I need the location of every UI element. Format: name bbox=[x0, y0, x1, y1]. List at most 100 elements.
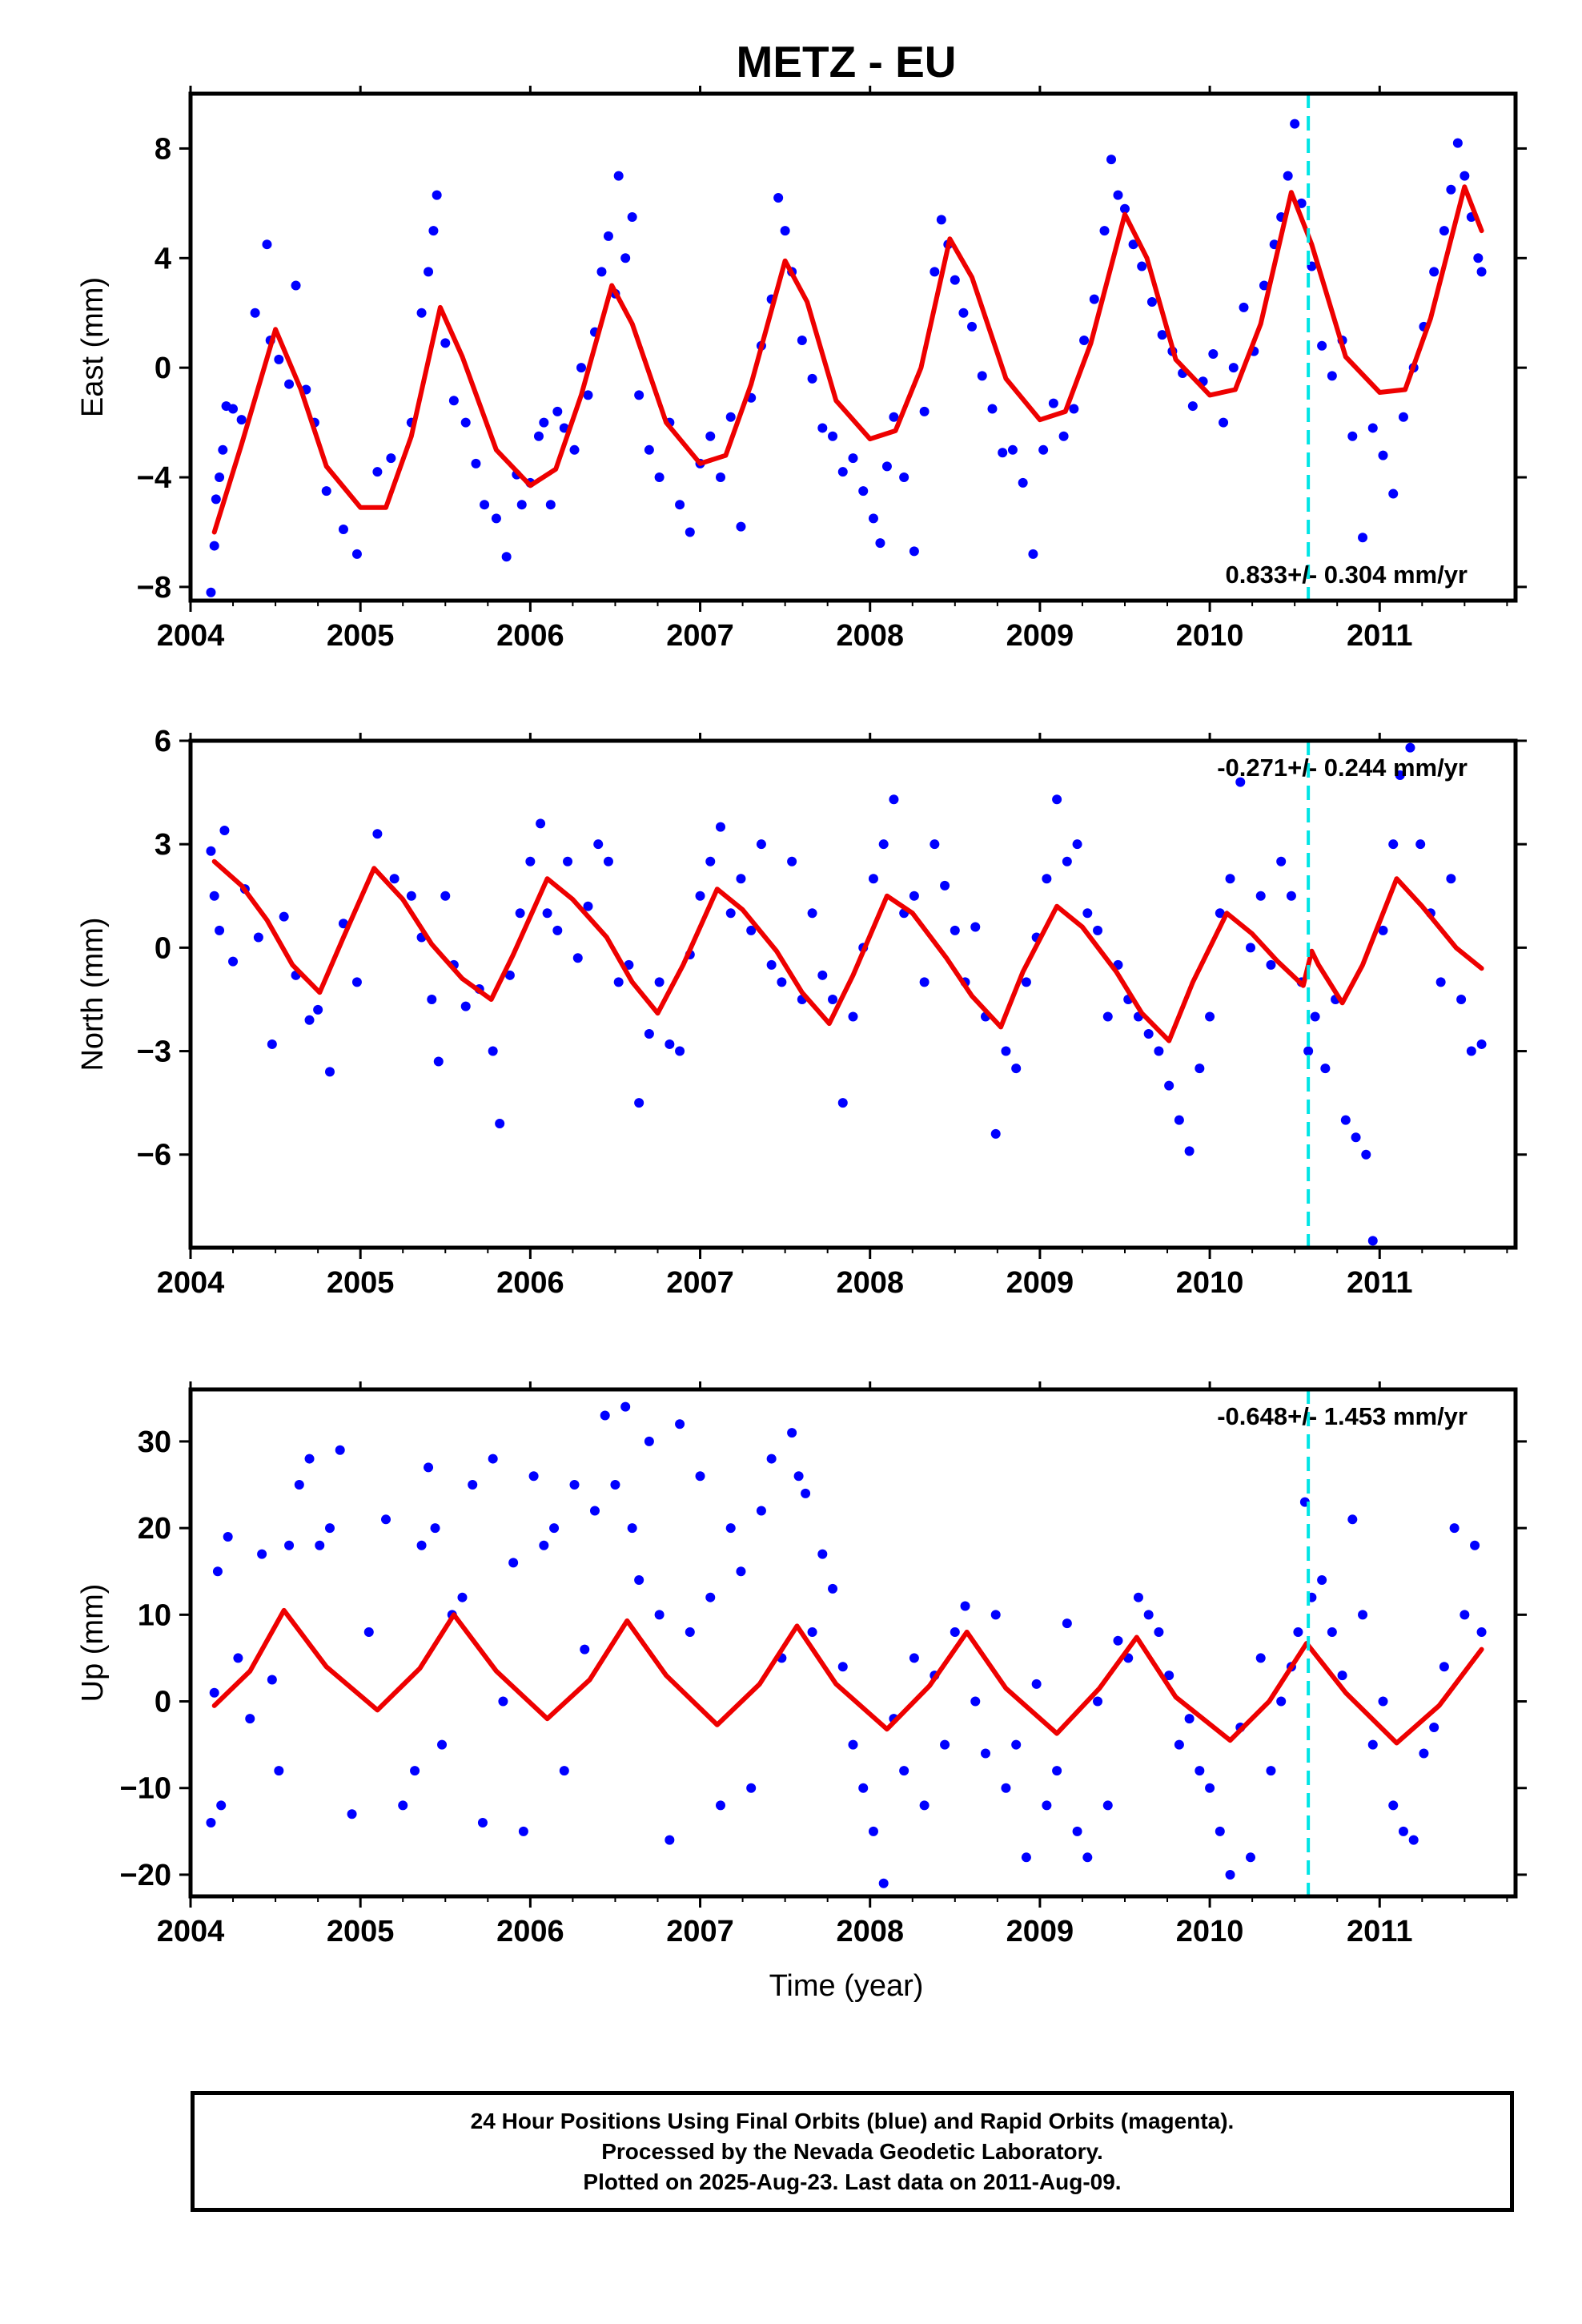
north-data-point bbox=[1225, 874, 1235, 884]
up-data-point bbox=[1347, 1514, 1358, 1525]
east-data-point bbox=[817, 423, 828, 433]
y-tick-label: 4 bbox=[155, 242, 171, 275]
up-data-point bbox=[457, 1592, 468, 1602]
east-data-point bbox=[919, 406, 930, 416]
x-axis-label: Time (year) bbox=[769, 1969, 924, 2003]
up-data-point bbox=[257, 1549, 267, 1559]
y-tick-label: 30 bbox=[138, 1425, 171, 1459]
up-data-point bbox=[600, 1410, 610, 1421]
east-data-point bbox=[1283, 171, 1293, 181]
north-data-point bbox=[1154, 1046, 1164, 1056]
x-tick-label: 2011 bbox=[1347, 619, 1412, 653]
north-data-point bbox=[940, 880, 950, 891]
up-y-axis-label: Up (mm) bbox=[76, 1584, 110, 1703]
x-tick-label: 2006 bbox=[496, 1915, 564, 1948]
north-data-point bbox=[563, 856, 573, 866]
up-data-point bbox=[793, 1471, 804, 1482]
north-data-point bbox=[787, 856, 797, 866]
north-data-point bbox=[228, 956, 239, 967]
north-data-point bbox=[1466, 1046, 1476, 1056]
up-data-point bbox=[1001, 1783, 1011, 1793]
up-data-point bbox=[1154, 1626, 1164, 1637]
y-tick-label: 6 bbox=[155, 725, 171, 758]
up-data-point bbox=[1093, 1696, 1103, 1707]
north-data-point bbox=[338, 919, 348, 929]
east-data-point bbox=[218, 444, 228, 455]
north-data-point bbox=[878, 839, 889, 850]
y-tick-label: 8 bbox=[155, 132, 171, 166]
east-data-point bbox=[797, 335, 807, 345]
up-data-point bbox=[1398, 1826, 1408, 1836]
east-data-point bbox=[807, 373, 817, 384]
north-data-point bbox=[1215, 908, 1225, 919]
east-data-point bbox=[1146, 297, 1157, 308]
up-data-point bbox=[315, 1540, 325, 1550]
up-data-point bbox=[940, 1739, 950, 1750]
x-tick-label: 2005 bbox=[327, 1266, 395, 1300]
north-data-point bbox=[372, 829, 383, 839]
up-data-point bbox=[1246, 1852, 1255, 1863]
north-data-point bbox=[1351, 1132, 1361, 1143]
up-data-point bbox=[1439, 1662, 1449, 1672]
east-data-point bbox=[858, 486, 869, 497]
up-data-point bbox=[848, 1739, 858, 1750]
up-data-point bbox=[807, 1626, 817, 1637]
east-data-point bbox=[284, 379, 295, 389]
footer-line-2: Processed by the Nevada Geodetic Laborat… bbox=[601, 2138, 1103, 2164]
east-panel: 2004 2005 2006 2007 2008 2009 2010 2011 −8 −4 0 4 8 E… bbox=[76, 86, 1527, 653]
up-data-point bbox=[1378, 1696, 1388, 1707]
north-data-point bbox=[1174, 1115, 1184, 1125]
north-data-point bbox=[970, 922, 981, 932]
east-data-point bbox=[1106, 155, 1117, 165]
north-data-point bbox=[1367, 1236, 1378, 1246]
east-data-point bbox=[291, 280, 301, 291]
up-data-point bbox=[837, 1662, 848, 1672]
east-data-point bbox=[881, 461, 892, 472]
east-data-point bbox=[909, 546, 919, 557]
up-data-point bbox=[477, 1818, 488, 1828]
north-data-point bbox=[1062, 856, 1072, 866]
x-tick-label: 2010 bbox=[1176, 1266, 1244, 1300]
north-data-point bbox=[919, 977, 930, 987]
east-data-point bbox=[1439, 226, 1449, 236]
north-data-point bbox=[209, 891, 219, 901]
up-data-point bbox=[817, 1549, 828, 1559]
up-data-point bbox=[1276, 1696, 1287, 1707]
up-data-point bbox=[981, 1748, 990, 1759]
east-data-point bbox=[868, 513, 878, 524]
north-data-point bbox=[1093, 925, 1103, 935]
east-data-point bbox=[977, 371, 987, 381]
east-data-point bbox=[501, 552, 512, 562]
east-data-point bbox=[644, 444, 654, 455]
north-data-point bbox=[1164, 1080, 1174, 1091]
north-data-point bbox=[1286, 891, 1296, 901]
up-data-point bbox=[1062, 1618, 1072, 1629]
up-data-point bbox=[1133, 1592, 1143, 1602]
up-data-point bbox=[589, 1506, 600, 1516]
east-data-point bbox=[1028, 549, 1038, 559]
up-data-point bbox=[233, 1653, 243, 1663]
x-tick-label: 2008 bbox=[836, 1915, 904, 1948]
up-data-point bbox=[559, 1766, 569, 1776]
up-data-point bbox=[695, 1471, 705, 1482]
east-data-point bbox=[634, 390, 644, 400]
north-data-point bbox=[746, 925, 757, 935]
up-data-point bbox=[569, 1480, 580, 1490]
north-data-point bbox=[1395, 770, 1405, 781]
up-data-point bbox=[1408, 1835, 1419, 1845]
north-data-point bbox=[253, 932, 263, 943]
north-data-point bbox=[1310, 1011, 1320, 1022]
east-data-point bbox=[627, 211, 637, 222]
east-data-point bbox=[516, 500, 527, 510]
east-data-point bbox=[351, 549, 362, 559]
east-data-point bbox=[211, 494, 221, 505]
up-data-point bbox=[950, 1626, 960, 1637]
up-data-point bbox=[381, 1514, 391, 1525]
east-data-point bbox=[539, 417, 549, 428]
east-data-point bbox=[1398, 412, 1408, 422]
north-data-point bbox=[909, 891, 919, 901]
east-data-point bbox=[613, 171, 624, 181]
east-data-point bbox=[424, 267, 434, 277]
up-data-point bbox=[1225, 1869, 1235, 1880]
up-data-point bbox=[580, 1644, 590, 1655]
